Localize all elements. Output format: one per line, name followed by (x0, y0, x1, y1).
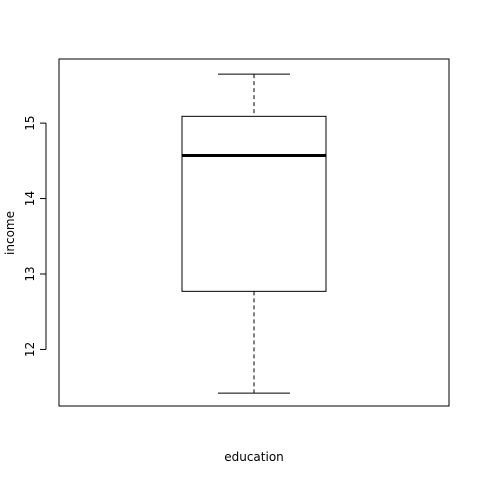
y-tick-label: 12 (23, 342, 37, 357)
box-plot (181, 73, 327, 394)
iqr-box (181, 115, 327, 292)
y-tick-label: 15 (23, 115, 37, 130)
y-tick-label: 14 (23, 191, 37, 206)
y-axis-label: income (3, 211, 17, 255)
y-tick-label: 13 (23, 266, 37, 281)
y-axis: 12 13 14 15 (23, 115, 47, 357)
x-axis-label: education (224, 450, 284, 464)
plot-frame (58, 58, 450, 407)
